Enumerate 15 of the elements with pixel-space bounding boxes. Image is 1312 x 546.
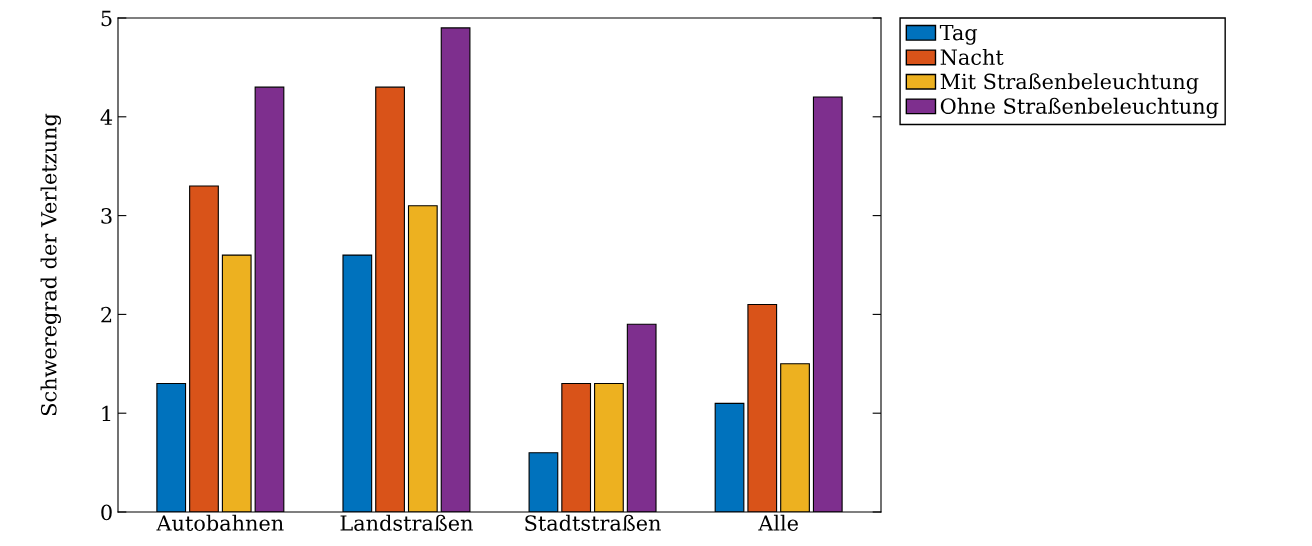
x-tick-label: Autobahnen <box>156 514 284 531</box>
y-axis-title: Schweregrad der Verletzung <box>40 113 61 416</box>
y-tick-label: 3 <box>101 208 112 224</box>
legend-label: Ohne Straßenbeleuchtung <box>940 97 1219 119</box>
y-tick-label: 5 <box>101 10 112 27</box>
y-tick-label: 0 <box>101 504 112 521</box>
legend-label: Nacht <box>940 48 1004 65</box>
y-tick-label: 4 <box>100 109 113 125</box>
x-tick-label: Landstraßen <box>340 514 473 531</box>
legend-label: Tag <box>939 24 978 45</box>
y-tick-label: 1 <box>102 405 111 422</box>
x-tick-label: Stadtstraßen <box>525 514 661 531</box>
y-tick-label: 2 <box>101 306 112 323</box>
legend-label: Mit Straßenbeleuchtung <box>940 73 1199 94</box>
x-tick-label: Alle <box>758 514 798 531</box>
